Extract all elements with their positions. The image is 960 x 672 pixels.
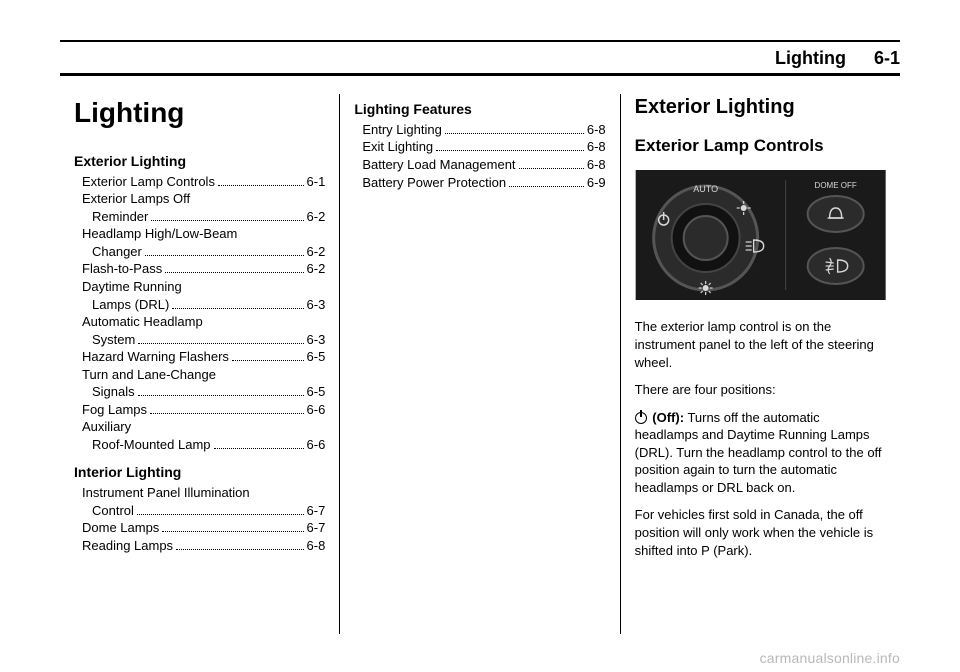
- toc-list-features: Entry Lighting6-8 Exit Lighting6-8 Batte…: [354, 121, 605, 191]
- auto-label-text: AUTO: [693, 184, 718, 194]
- dome-off-label-text: DOME OFF: [814, 181, 856, 190]
- column-3: Exterior Lighting Exterior Lamp Controls…: [620, 94, 900, 634]
- page: Lighting 6-1 Lighting Exterior Lighting …: [0, 0, 960, 654]
- toc-item-cont: Control6-7: [74, 502, 325, 520]
- header-page-number: 6-1: [874, 48, 900, 69]
- column-1: Lighting Exterior Lighting Exterior Lamp…: [60, 94, 339, 634]
- three-column-layout: Lighting Exterior Lighting Exterior Lamp…: [60, 94, 900, 634]
- toc-item-cont: Signals6-5: [74, 383, 325, 401]
- section-heading: Exterior Lighting: [635, 94, 886, 121]
- watermark: carmanualsonline.info: [760, 650, 900, 666]
- toc-item: Reading Lamps6-8: [74, 537, 325, 555]
- toc-item: Exterior Lamps Off: [74, 190, 325, 208]
- toc-item: Battery Load Management6-8: [354, 156, 605, 174]
- column-2: Lighting Features Entry Lighting6-8 Exit…: [339, 94, 619, 634]
- body-paragraph-off: (Off): Turns off the automatic headlamps…: [635, 409, 886, 497]
- toc-item-cont: Roof-Mounted Lamp6-6: [74, 436, 325, 454]
- toc-item: Auxiliary: [74, 418, 325, 436]
- toc-item: Exit Lighting6-8: [354, 138, 605, 156]
- toc-item: Dome Lamps6-7: [74, 519, 325, 537]
- power-off-icon: [635, 412, 647, 424]
- toc-item-cont: Reminder6-2: [74, 208, 325, 226]
- body-paragraph: The exterior lamp control is on the inst…: [635, 318, 886, 371]
- lamp-control-figure: AUTO: [635, 170, 886, 300]
- toc-item: Exterior Lamp Controls6-1: [74, 173, 325, 191]
- toc-item: Turn and Lane-Change: [74, 366, 325, 384]
- off-label: (Off):: [652, 410, 684, 425]
- toc-item: Daytime Running: [74, 278, 325, 296]
- toc-list-interior: Instrument Panel Illumination Control6-7…: [74, 484, 325, 554]
- toc-heading-features: Lighting Features: [354, 100, 605, 119]
- toc-item: Entry Lighting6-8: [354, 121, 605, 139]
- toc-item: Hazard Warning Flashers6-5: [74, 348, 325, 366]
- toc-item: Fog Lamps6-6: [74, 401, 325, 419]
- toc-item: Headlamp High/Low-Beam: [74, 225, 325, 243]
- toc-item-cont: Lamps (DRL)6-3: [74, 296, 325, 314]
- toc-item: Battery Power Protection6-9: [354, 174, 605, 192]
- body-paragraph: For vehicles first sold in Canada, the o…: [635, 506, 886, 559]
- chapter-title: Lighting: [74, 94, 325, 132]
- body-paragraph: There are four positions:: [635, 381, 886, 399]
- header-top-rule: [60, 40, 900, 42]
- toc-item-cont: System6-3: [74, 331, 325, 349]
- toc-list-exterior: Exterior Lamp Controls6-1 Exterior Lamps…: [74, 173, 325, 454]
- toc-item: Instrument Panel Illumination: [74, 484, 325, 502]
- toc-item: Flash-to-Pass6-2: [74, 260, 325, 278]
- subsection-heading: Exterior Lamp Controls: [635, 135, 886, 158]
- header-title: Lighting: [775, 48, 846, 69]
- toc-item-cont: Changer6-2: [74, 243, 325, 261]
- toc-item: Automatic Headlamp: [74, 313, 325, 331]
- toc-heading-exterior: Exterior Lighting: [74, 152, 325, 171]
- toc-heading-interior: Interior Lighting: [74, 463, 325, 482]
- running-header: Lighting 6-1: [60, 48, 900, 76]
